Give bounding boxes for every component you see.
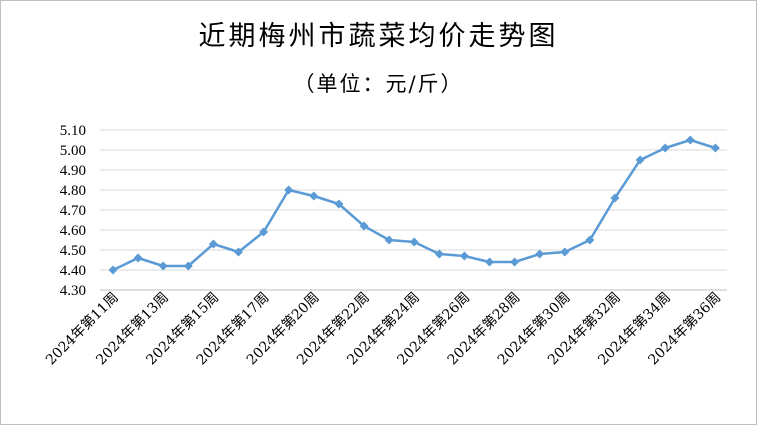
y-tick-label: 4.60 — [60, 223, 86, 239]
y-tick-label: 5.10 — [60, 123, 86, 139]
data-point-marker — [208, 239, 218, 249]
data-point-marker — [660, 143, 670, 153]
data-point-marker — [585, 235, 595, 245]
data-point-marker — [183, 261, 193, 271]
chart-subtitle: （单位：元/斤） — [293, 72, 464, 96]
data-point-marker — [284, 185, 294, 195]
data-point-marker — [535, 249, 545, 259]
y-axis: 4.30 4.40 4.50 4.60 4.70 4.80 4.90 5.00 5.10 — [60, 123, 86, 299]
data-point-marker — [133, 253, 143, 263]
data-point-marker — [158, 261, 168, 271]
data-point-marker — [635, 155, 645, 165]
y-tick-label: 4.30 — [60, 283, 86, 299]
series-layer — [108, 135, 720, 275]
data-point-marker — [510, 257, 520, 267]
data-point-marker — [560, 247, 570, 257]
data-point-marker — [610, 193, 620, 203]
data-point-marker — [309, 191, 319, 201]
data-point-marker — [409, 237, 419, 247]
y-tick-label: 4.40 — [60, 263, 86, 279]
data-point-marker — [710, 143, 720, 153]
y-tick-label: 4.50 — [60, 243, 86, 259]
y-tick-label: 5.00 — [60, 143, 86, 159]
y-tick-label: 4.80 — [60, 183, 86, 199]
data-point-marker — [334, 199, 344, 209]
data-point-marker — [108, 265, 118, 275]
data-point-marker — [459, 251, 469, 261]
y-tick-label: 4.70 — [60, 203, 86, 219]
data-point-marker — [485, 257, 494, 267]
grid-lines — [100, 129, 727, 291]
data-point-marker — [259, 227, 269, 237]
data-point-marker — [359, 221, 369, 231]
y-tick-label: 4.90 — [60, 163, 86, 179]
data-point-marker — [434, 249, 444, 259]
chart-title: 近期梅州市蔬菜均价走势图 — [198, 21, 559, 52]
data-point-marker — [384, 235, 394, 245]
data-point-marker — [234, 247, 243, 257]
data-point-marker — [685, 135, 695, 145]
x-axis: 2024年第11周2024年第13周2024年第15周2024年第17周2024… — [42, 289, 727, 368]
